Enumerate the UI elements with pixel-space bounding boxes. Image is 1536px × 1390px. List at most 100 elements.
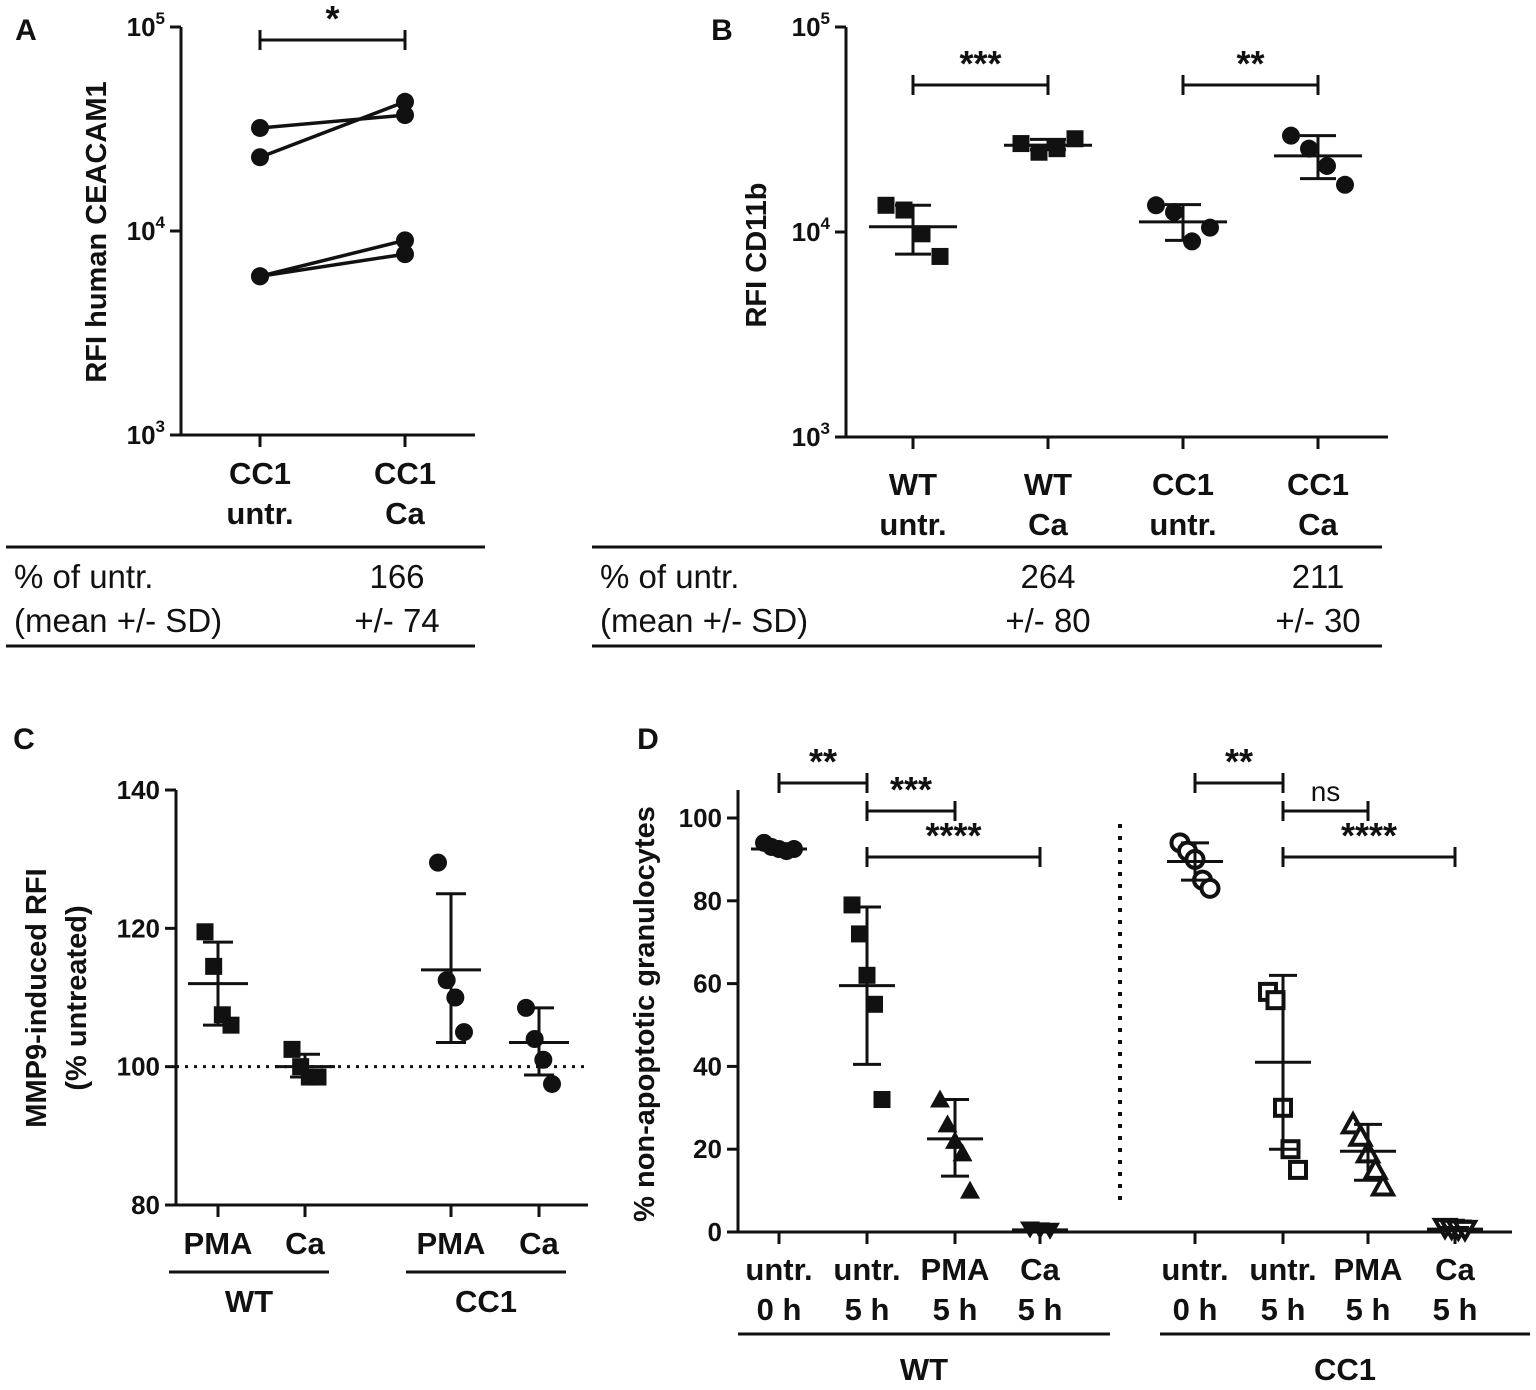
panel-d-y-tick-label: 0: [708, 1217, 722, 1247]
panel-a-x-label: Ca: [385, 496, 425, 531]
panel-a-pair-line: [259, 113, 406, 130]
panel-d-point: [1199, 877, 1221, 899]
panel-d-group-label: WT: [900, 1352, 948, 1387]
panel-a-table-value: 166: [369, 558, 424, 595]
panel-d-y-tick-label: 20: [693, 1134, 722, 1164]
panel-a-significance-label: *: [325, 0, 339, 39]
panel-d-x-label: untr.: [745, 1252, 812, 1287]
panel-b-point: [1030, 143, 1048, 161]
panel-c-point: [455, 1023, 473, 1042]
panel-d-x-label: 5 h: [1018, 1292, 1063, 1327]
panel-d-point: [866, 995, 883, 1013]
panel-c-y-axis-title: (% untreated): [61, 905, 93, 1090]
panel-a-x-label: CC1: [374, 456, 436, 491]
panel-d-point: [937, 1114, 958, 1133]
panel-b-point: [1336, 175, 1354, 194]
panel-d-x-label: 5 h: [1346, 1292, 1391, 1327]
panel-d-point: [1362, 1155, 1389, 1180]
panel-b-x-label: Ca: [1298, 507, 1338, 542]
panel-d-point: [930, 1089, 950, 1108]
panel-a-table-value: +/- 74: [354, 602, 439, 639]
panel-b-point: [1147, 196, 1165, 215]
panel-d-point: [960, 1180, 980, 1199]
panel-b-point: [1066, 130, 1084, 148]
panel-d-point: [1265, 990, 1286, 1011]
panel-c-y-tick-label: 120: [117, 913, 160, 943]
panel-a-y-axis-title: RFI human CEACAM1: [81, 81, 113, 382]
panel-d-point: [843, 896, 861, 914]
panel-d-group-label: CC1: [1314, 1352, 1376, 1387]
panel-a-y-tick-label: 103: [127, 417, 165, 450]
panel-c-group-label: CC1: [455, 1284, 517, 1319]
panel-a-label: A: [15, 14, 37, 47]
panel-c-x-label: PMA: [417, 1226, 486, 1261]
panel-c-point: [429, 853, 447, 872]
panel-b-point: [1165, 203, 1183, 222]
panel-a-point: [396, 92, 414, 111]
panel-d-significance-label: **: [809, 741, 837, 782]
panel-c-y-tick-label: 80: [131, 1190, 160, 1220]
panel-d-x-label: 5 h: [1261, 1292, 1306, 1327]
panel-d-point: [1369, 1172, 1397, 1197]
panel-a-x-label: CC1: [229, 456, 291, 491]
panel-a-point: [396, 106, 414, 125]
panel-b-significance-label: ***: [959, 43, 1001, 84]
panel-b-point: [877, 196, 895, 214]
panel-c-y-tick-label: 100: [117, 1052, 160, 1082]
panel-b-x-label: CC1: [1152, 467, 1214, 502]
panel-b-y-tick-label: 103: [792, 419, 830, 452]
panel-a-point: [251, 118, 269, 137]
panel-c-point: [543, 1074, 561, 1093]
panel-d-x-label: Ca: [1435, 1252, 1475, 1287]
panel-b-x-label: untr.: [879, 507, 946, 542]
panel-c-point: [196, 923, 214, 941]
panel-b-point: [1282, 126, 1300, 145]
panel-a-point: [396, 245, 414, 264]
panel-d-x-label: 5 h: [1433, 1292, 1478, 1327]
panel-b-table-value: +/- 80: [1005, 602, 1090, 639]
panel-d-y-tick-label: 80: [693, 886, 722, 916]
panel-b-point: [931, 247, 949, 265]
panel-d-label: D: [637, 723, 659, 756]
panel-a-pair-line: [259, 252, 406, 278]
panel-d-point: [1347, 1122, 1374, 1147]
panel-a-table-row-label: (mean +/- SD): [14, 602, 222, 639]
panel-d-x-label: PMA: [921, 1252, 990, 1287]
panel-d-x-label: PMA: [1334, 1252, 1403, 1287]
panel-b-significance-label: **: [1236, 43, 1264, 84]
panel-d-point: [1288, 1159, 1308, 1180]
panel-d-significance-label: ***: [890, 769, 932, 810]
panel-d-x-label: untr.: [1249, 1252, 1316, 1287]
panel-c-point: [525, 1030, 544, 1048]
panel-c-y-axis-title: MMP9-induced RFI: [21, 868, 53, 1127]
panel-d-significance-label: **: [1225, 741, 1253, 782]
panel-d-x-label: 5 h: [845, 1292, 890, 1327]
panel-d-significance-label: ****: [1341, 815, 1397, 856]
panel-b-point: [913, 225, 931, 243]
panel-c-point: [205, 957, 223, 975]
panel-c-x-label: Ca: [285, 1226, 325, 1261]
panel-d-point: [873, 1091, 891, 1109]
panel-c-point: [437, 971, 456, 990]
panel-b-x-label: untr.: [1149, 507, 1216, 542]
panel-b-table-value: 211: [1292, 558, 1345, 595]
panel-b-x-label: WT: [889, 467, 937, 502]
panel-a-x-label: untr.: [226, 496, 293, 531]
panel-a-y-tick-label: 105: [127, 9, 165, 42]
panel-a-point: [251, 148, 269, 167]
panel-b-table-value: 264: [1020, 558, 1075, 595]
panel-a-point: [396, 231, 414, 250]
panel-a-point: [251, 267, 269, 286]
panel-b-point: [1300, 139, 1318, 158]
panel-d-point: [952, 1143, 973, 1162]
panel-b-x-label: Ca: [1028, 507, 1068, 542]
panel-b-table-row-label: (mean +/- SD): [600, 602, 808, 639]
panel-b-x-label: WT: [1024, 467, 1072, 502]
panel-a-table-row-label: % of untr.: [14, 558, 153, 595]
panel-d-x-label: 5 h: [933, 1292, 978, 1327]
panel-b-table-value: +/- 30: [1275, 602, 1360, 639]
panel-c-point: [446, 988, 465, 1007]
panel-d-x-label: untr.: [1161, 1252, 1228, 1287]
panel-d-x-label: Ca: [1020, 1252, 1060, 1287]
